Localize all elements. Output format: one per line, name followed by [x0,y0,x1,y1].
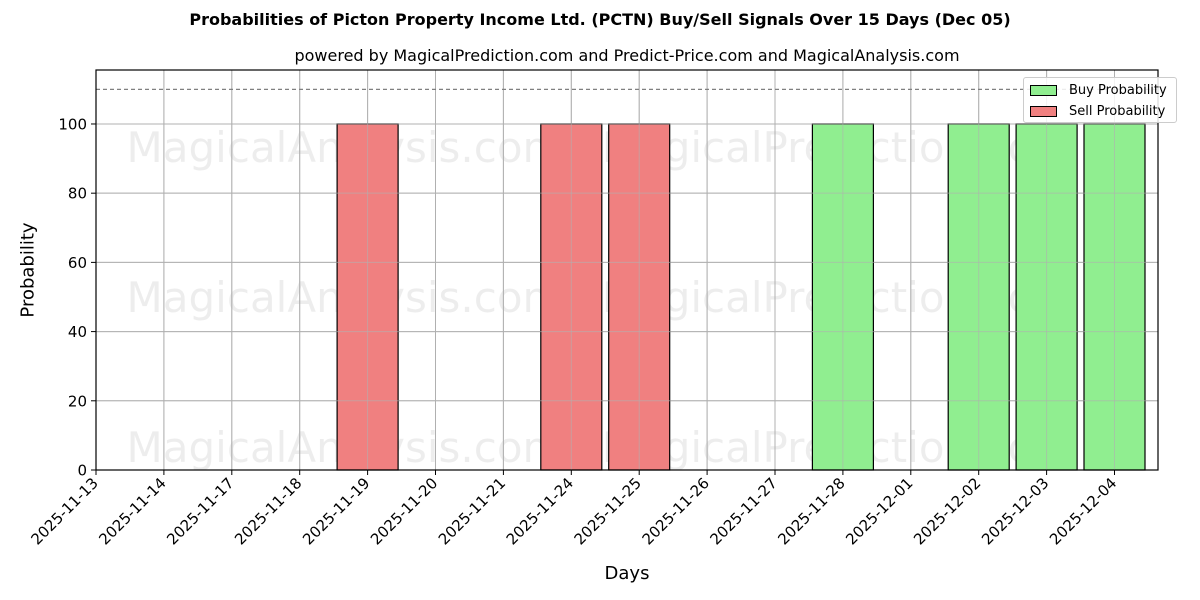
y-axis-label: Probability [17,222,39,318]
x-tick-label: 2025-11-19 [299,474,373,548]
legend-swatch-sell [1030,105,1057,117]
legend-item-sell: Sell Probability [1030,102,1165,120]
x-tick-label: 2025-11-24 [503,474,577,548]
x-tick-label: 2025-12-01 [842,474,916,548]
x-tick-label: 2025-12-04 [1046,474,1120,548]
y-tick-label: 20 [68,392,87,410]
legend: Buy Probability Sell Probability [1023,77,1177,123]
x-tick-label: 2025-11-26 [639,474,713,548]
y-tick-label: 80 [68,185,87,203]
x-tick-label: 2025-11-21 [435,474,509,548]
y-tick-label: 100 [58,115,87,133]
x-axis-label: Days [604,563,650,584]
axes-frame [95,69,1159,471]
x-tick-label: 2025-12-03 [978,474,1052,548]
x-tick-label: 2025-11-25 [571,474,645,548]
x-tick-label: 2025-11-28 [774,474,848,548]
chart-subtitle: powered by MagicalPrediction.com and Pre… [294,46,960,65]
x-tick-label: 2025-11-27 [706,474,780,548]
y-tick-label: 40 [68,323,87,341]
legend-swatch-buy [1030,84,1057,96]
legend-label-buy: Buy Probability [1069,82,1167,98]
x-tick-label: 2025-11-18 [231,474,305,548]
x-tick-label: 2025-11-13 [27,474,101,548]
y-tick-label: 0 [77,462,87,480]
chart-title: Probabilities of Picton Property Income … [189,10,1011,29]
legend-label-sell: Sell Probability [1069,103,1166,119]
x-tick-label: 2025-11-20 [367,474,441,548]
x-tick-label: 2025-12-02 [910,474,984,548]
x-tick-label: 2025-11-17 [163,474,237,548]
legend-item-buy: Buy Probability [1030,81,1167,99]
x-tick-label: 2025-11-14 [95,474,169,548]
y-tick-label: 60 [68,254,87,272]
